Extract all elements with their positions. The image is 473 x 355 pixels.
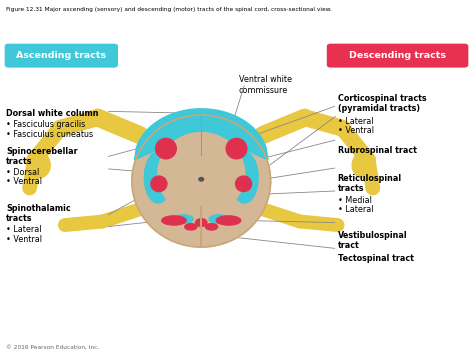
Ellipse shape [209, 215, 229, 223]
Text: • Lateral: • Lateral [338, 117, 373, 126]
Text: • Dorsal: • Dorsal [6, 168, 39, 177]
Text: Spinocerebellar
tracts: Spinocerebellar tracts [6, 147, 78, 166]
Ellipse shape [226, 138, 247, 159]
Text: Spinothalamic
tracts: Spinothalamic tracts [6, 204, 71, 223]
Text: • Ventral: • Ventral [6, 177, 42, 186]
Text: Ascending tracts: Ascending tracts [16, 51, 106, 60]
Text: • Fasciculus cuneatus: • Fasciculus cuneatus [6, 130, 93, 139]
Ellipse shape [196, 219, 207, 226]
Ellipse shape [144, 152, 172, 203]
Text: Reticulospinal
tracts: Reticulospinal tracts [338, 174, 402, 193]
Ellipse shape [156, 138, 176, 159]
FancyBboxPatch shape [5, 44, 118, 67]
Ellipse shape [216, 216, 241, 225]
Text: • Lateral: • Lateral [6, 225, 42, 234]
Ellipse shape [151, 176, 167, 192]
Text: • Medial: • Medial [338, 196, 371, 205]
Text: • Ventral: • Ventral [6, 235, 42, 244]
Text: Corticospinal tracts
(pyramidal tracts): Corticospinal tracts (pyramidal tracts) [338, 94, 426, 113]
Ellipse shape [162, 216, 186, 225]
Ellipse shape [352, 153, 375, 178]
Text: © 2016 Pearson Education, Inc.: © 2016 Pearson Education, Inc. [6, 344, 99, 349]
Ellipse shape [28, 153, 50, 178]
Text: Vestibulospinal
tract: Vestibulospinal tract [338, 231, 407, 250]
Polygon shape [134, 109, 268, 160]
Ellipse shape [231, 152, 258, 203]
FancyBboxPatch shape [327, 44, 468, 67]
Circle shape [199, 178, 203, 181]
Text: Ventral white
commissure: Ventral white commissure [239, 75, 292, 95]
Text: Dorsal white column: Dorsal white column [6, 109, 98, 118]
Ellipse shape [158, 132, 245, 215]
Ellipse shape [174, 215, 193, 223]
Text: Rubrospinal tract: Rubrospinal tract [338, 146, 416, 155]
Ellipse shape [132, 115, 271, 247]
Ellipse shape [236, 176, 252, 192]
Text: Tectospinal tract: Tectospinal tract [338, 254, 413, 263]
Text: Figure 12.31 Major ascending (sensory) and descending (motor) tracts of the spin: Figure 12.31 Major ascending (sensory) a… [6, 7, 332, 12]
Text: Descending tracts: Descending tracts [349, 51, 446, 60]
Text: • Lateral: • Lateral [338, 205, 373, 214]
Ellipse shape [185, 224, 197, 230]
Text: • Ventral: • Ventral [338, 126, 374, 135]
Ellipse shape [205, 224, 218, 230]
Text: • Fasciculus gracilis: • Fasciculus gracilis [6, 120, 85, 129]
